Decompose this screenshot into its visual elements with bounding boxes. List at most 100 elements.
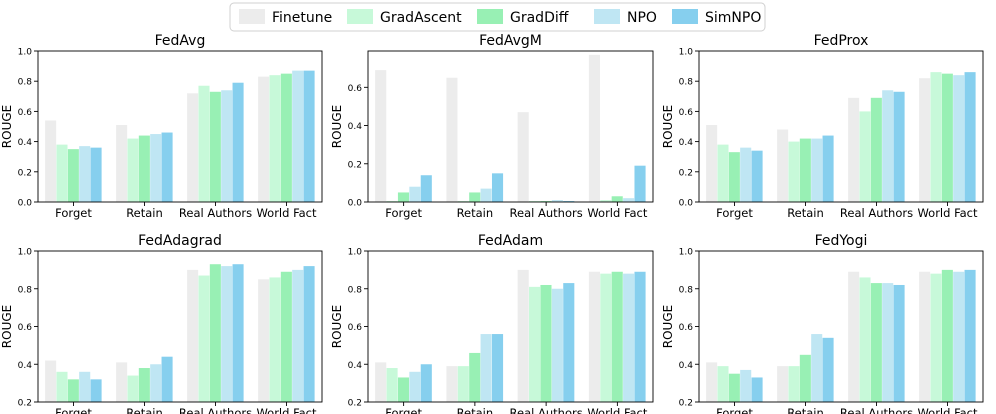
plot-frame	[698, 50, 984, 203]
bar-gradascent-forget	[56, 371, 68, 402]
bar-finetune-real-authors	[848, 271, 860, 402]
y-axis-label: ROUGE	[0, 105, 14, 148]
bar-finetune-world-fact	[919, 271, 931, 402]
bar-gradascent-retain	[457, 366, 469, 402]
bar-simnpo-retain	[161, 356, 173, 402]
bar-simnpo-real-authors	[563, 283, 575, 402]
legend-label: SimNPO	[705, 10, 761, 26]
bar-npo-retain	[150, 134, 162, 202]
bar-finetune-real-authors	[848, 97, 860, 202]
bar-npo-real-authors	[551, 288, 563, 402]
bar-simnpo-forget	[420, 364, 432, 402]
bar-npo-world-fact	[623, 198, 635, 202]
bar-gradascent-world-fact	[930, 273, 942, 402]
y-tick-label: 0.6	[679, 323, 694, 333]
plot-frame	[367, 50, 654, 203]
chart-panels: FedAvg ROUGE 0.0 0.2 0.4 0.6 0.8 1.0 Forget Retai…	[0, 33, 984, 414]
y-axis-label: ROUGE	[330, 105, 344, 148]
panel-fedadagrad: FedAdagrad ROUGE 0.2 0.4 0.6 0.8 1.0 Forget Reta…	[0, 233, 323, 414]
bar-simnpo-retain	[822, 135, 834, 202]
legend-label: GradAscent	[380, 10, 462, 26]
panel-title: FedAvg	[155, 33, 206, 49]
legend-swatch-finetune	[239, 9, 265, 24]
y-tick-label: 0.2	[348, 160, 362, 170]
bar-npo-real-authors	[882, 283, 894, 402]
bar-gradascent-forget	[386, 368, 398, 402]
y-tick-label: 0.2	[679, 399, 693, 409]
bar-simnpo-world-fact	[634, 165, 646, 202]
y-tick-label: 0.4	[348, 122, 363, 132]
bars	[706, 72, 976, 203]
bar-gradascent-real-authors	[529, 286, 541, 402]
y-tick-label: 1.0	[18, 248, 33, 258]
bar-graddiff-real-authors	[540, 201, 552, 202]
x-tick-label: Real Authors	[510, 406, 583, 414]
bar-graddiff-retain	[138, 135, 150, 202]
bar-npo-world-fact	[292, 70, 304, 202]
x-tick-label: Forget	[55, 206, 92, 220]
bar-finetune-world-fact	[588, 54, 600, 202]
bar-simnpo-retain	[491, 173, 504, 202]
y-tick-label: 0.6	[679, 108, 694, 118]
bar-gradascent-forget	[56, 144, 68, 202]
bar-graddiff-world-fact	[280, 271, 292, 402]
x-tick-label: Real Authors	[179, 206, 252, 220]
bar-npo-forget	[409, 186, 421, 202]
bar-gradascent-real-authors	[859, 111, 871, 202]
x-tick-label: Retain	[787, 206, 824, 220]
bar-npo-forget	[409, 371, 421, 402]
bar-simnpo-retain	[822, 337, 834, 402]
y-axis-label: ROUGE	[661, 105, 675, 148]
bar-gradascent-retain	[788, 366, 800, 402]
bar-finetune-retain	[116, 124, 128, 202]
legend-swatch-npo	[594, 9, 620, 24]
y-tick-label: 0.2	[18, 168, 32, 178]
y-tick-label: 0.0	[348, 199, 363, 209]
y-tick-label: 1.0	[18, 48, 33, 58]
legend-item-graddiff: GradDiff	[477, 9, 569, 26]
bar-gradascent-retain	[127, 375, 139, 402]
panel-title: FedAvgM	[479, 33, 542, 49]
panel-fedyogi: FedYogi ROUGE 0.2 0.4 0.6 0.8 1.0 Forget Retain R…	[661, 233, 984, 414]
bar-finetune-retain	[446, 366, 458, 402]
bar-finetune-forget	[706, 362, 718, 402]
y-tick-label: 0.8	[18, 285, 33, 295]
bar-npo-world-fact	[292, 269, 304, 403]
bar-graddiff-forget	[728, 152, 740, 202]
y-tick-label: 0.8	[18, 78, 33, 88]
bars	[45, 264, 315, 403]
x-tick-label: Retain	[457, 406, 494, 414]
bars	[375, 54, 646, 202]
y-tick-label: 0.4	[348, 361, 363, 371]
bar-npo-world-fact	[953, 75, 965, 202]
bar-npo-retain	[811, 138, 823, 202]
y-axis-label: ROUGE	[661, 305, 675, 348]
legend-item-finetune: Finetune	[239, 9, 332, 26]
bar-simnpo-real-authors	[893, 284, 905, 402]
bar-gradascent-real-authors	[529, 201, 541, 202]
x-tick-label: Retain	[457, 206, 494, 220]
y-tick-label: 1.0	[348, 248, 363, 258]
x-tick-label: World Fact	[587, 206, 648, 220]
y-axis-label: ROUGE	[0, 305, 14, 348]
bar-graddiff-forget	[67, 379, 79, 402]
y-tick-label: 0.8	[679, 78, 694, 88]
y-tick-label: 0.8	[679, 285, 694, 295]
y-tick-label: 0.4	[679, 138, 694, 148]
y-tick-label: 1.0	[679, 248, 694, 258]
bar-npo-forget	[79, 371, 91, 402]
bar-finetune-real-authors	[187, 93, 199, 202]
bar-graddiff-world-fact	[280, 73, 292, 203]
y-tick-label: 0.6	[348, 84, 363, 94]
bar-simnpo-forget	[90, 147, 102, 202]
bar-npo-forget	[740, 369, 752, 402]
bar-finetune-real-authors	[517, 112, 529, 202]
bar-graddiff-world-fact	[611, 196, 623, 202]
bars	[706, 269, 976, 403]
bar-graddiff-forget	[397, 377, 410, 402]
bar-graddiff-forget	[728, 373, 740, 402]
legend-label: GradDiff	[510, 10, 569, 26]
legend-swatch-simnpo	[672, 9, 698, 24]
bar-graddiff-real-authors	[209, 264, 221, 402]
y-tick-label: 0.4	[18, 361, 33, 371]
